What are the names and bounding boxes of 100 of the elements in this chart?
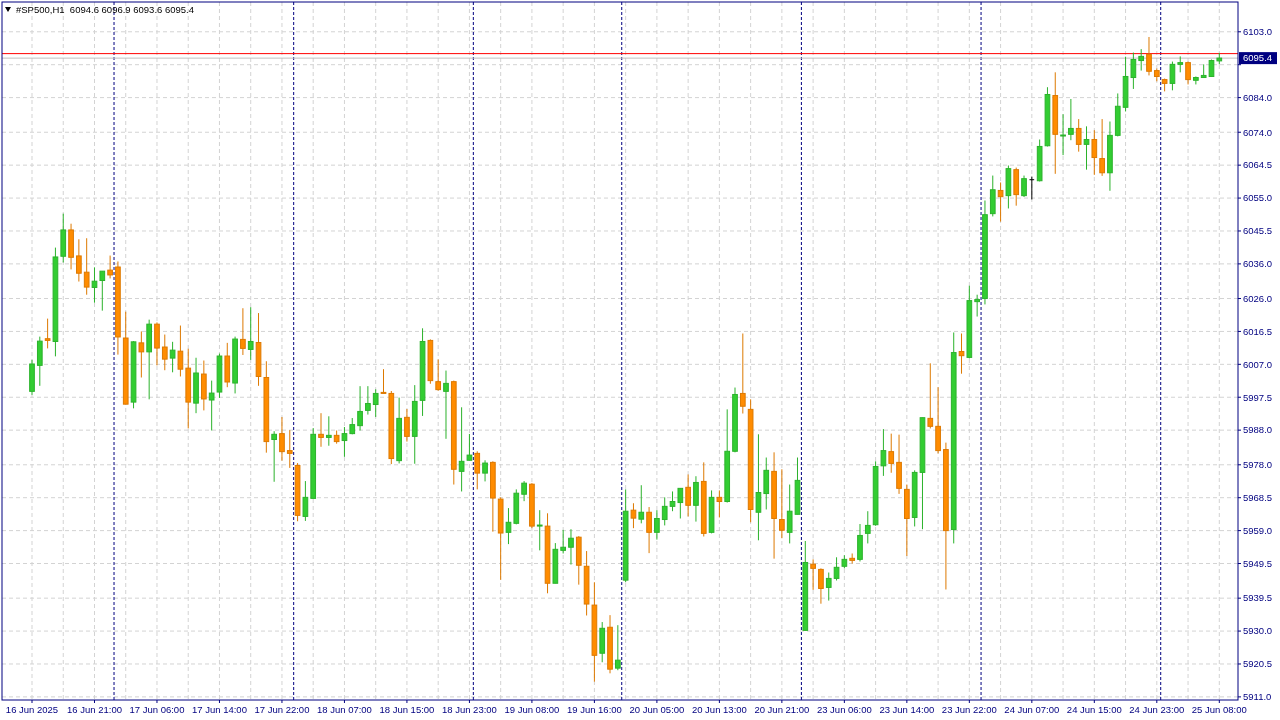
candlestick [380, 368, 387, 394]
candlestick [568, 528, 574, 566]
candlestick [560, 529, 566, 554]
candlestick [443, 370, 449, 440]
candlestick [755, 433, 762, 541]
candlestick [1169, 61, 1176, 91]
candlestick [435, 358, 442, 392]
candlestick [357, 385, 363, 431]
x-tick-label: 16 Jun 21:00 [67, 704, 122, 716]
x-tick-label: 20 Jun 21:00 [754, 704, 810, 716]
candlestick [482, 459, 488, 482]
x-tick-label: 23 Jun 14:00 [879, 704, 935, 716]
candlestick [365, 385, 371, 416]
x-tick-label: 23 Jun 06:00 [816, 704, 872, 716]
candlestick [404, 408, 410, 443]
candlestick [1091, 129, 1098, 176]
candlestick [763, 457, 770, 510]
x-tick-label: 20 Jun 13:00 [691, 704, 747, 716]
candlestick [693, 475, 699, 523]
candlestick [974, 294, 980, 318]
candlestick [99, 270, 106, 312]
candlestick [154, 321, 160, 366]
candlestick [1193, 75, 1199, 85]
candlestick [1083, 125, 1090, 171]
y-tick-label: 5949.5 [1243, 557, 1273, 569]
candlestick [302, 480, 309, 522]
x-tick-label: 25 Jun 08:00 [1191, 704, 1247, 716]
x-tick-label: 19 Jun 08:00 [504, 704, 560, 716]
y-tick-label: 6103.0 [1243, 26, 1273, 38]
candlestick [474, 450, 481, 490]
chart-title: #SP500,H1 6094.6 6096.9 6093.6 6095.4 [16, 4, 195, 16]
candlestick [654, 509, 660, 541]
candlestick [83, 237, 90, 296]
candlestick [739, 333, 746, 415]
x-tick-label: 16 Jun 2025 [5, 704, 59, 716]
y-tick-label: 5968.5 [1243, 492, 1273, 504]
x-tick-label: 20 Jun 05:00 [629, 704, 685, 716]
candlestick [825, 572, 832, 602]
y-tick-label: 6084.0 [1243, 91, 1273, 103]
candlestick [76, 238, 82, 283]
candlestick [1028, 176, 1035, 200]
candlestick [1146, 36, 1152, 76]
ref-line-label: 6095.4 [1243, 52, 1273, 64]
y-tick-label: 5930.0 [1243, 625, 1273, 637]
x-tick-label: 23 Jun 22:00 [941, 704, 997, 716]
candlestick [997, 181, 1004, 223]
y-tick-label: 6016.5 [1243, 325, 1273, 337]
candlestick [505, 507, 512, 545]
x-tick-label: 24 Jun 15:00 [1066, 704, 1122, 716]
candlestick [1138, 48, 1145, 72]
y-tick-label: 6074.0 [1243, 126, 1273, 138]
y-tick-label: 6055.0 [1243, 192, 1273, 204]
candlestick [466, 433, 473, 461]
x-tick-label: 18 Jun 07:00 [316, 704, 372, 716]
candlestick [138, 330, 145, 378]
candlestick [716, 489, 723, 518]
candlestick [818, 567, 824, 605]
candlestick [864, 510, 871, 544]
candlestick [810, 558, 816, 591]
candlestick [661, 496, 668, 526]
candlestick [271, 430, 277, 483]
candlestick [240, 307, 246, 356]
candlestick [615, 624, 621, 671]
x-tick-label: 24 Jun 07:00 [1004, 704, 1060, 716]
candlestick [958, 333, 965, 375]
candlestick [521, 480, 527, 502]
y-tick-label: 6064.5 [1243, 159, 1273, 171]
candlestick [857, 523, 863, 562]
candlestick [372, 388, 379, 418]
x-tick-label: 17 Jun 22:00 [254, 704, 310, 716]
candlestick [888, 433, 895, 474]
candlestick [638, 484, 645, 524]
y-tick-label: 5959.0 [1243, 524, 1273, 536]
y-tick-label: 5988.0 [1243, 424, 1273, 436]
candlestick [927, 362, 934, 429]
candlestick [341, 426, 348, 458]
y-tick-label: 5997.5 [1243, 391, 1273, 403]
candlestick [247, 306, 254, 361]
candlestick [458, 406, 465, 492]
candlestick [1021, 175, 1027, 198]
candlestick [989, 175, 996, 217]
y-tick-label: 5939.5 [1243, 592, 1273, 604]
candlestick [279, 416, 285, 462]
candlestick [1068, 98, 1074, 141]
x-tick-label: 19 Jun 16:00 [566, 704, 622, 716]
y-tick-label: 6026.0 [1243, 292, 1273, 304]
candlestick [786, 484, 793, 544]
y-tick-label: 6045.5 [1243, 225, 1273, 237]
candlestick [1060, 113, 1066, 156]
candlestick [318, 412, 324, 448]
candlestick [286, 429, 293, 469]
candlestick [779, 468, 785, 539]
y-tick-label: 5978.0 [1243, 459, 1273, 471]
candlestick [107, 255, 113, 279]
candlestick [1075, 118, 1082, 153]
candlestick [161, 334, 168, 371]
candlestick [630, 502, 637, 529]
x-tick-label: 17 Jun 06:00 [129, 704, 185, 716]
x-tick-label: 17 Jun 14:00 [192, 704, 247, 716]
y-tick-label: 5920.5 [1243, 658, 1273, 670]
